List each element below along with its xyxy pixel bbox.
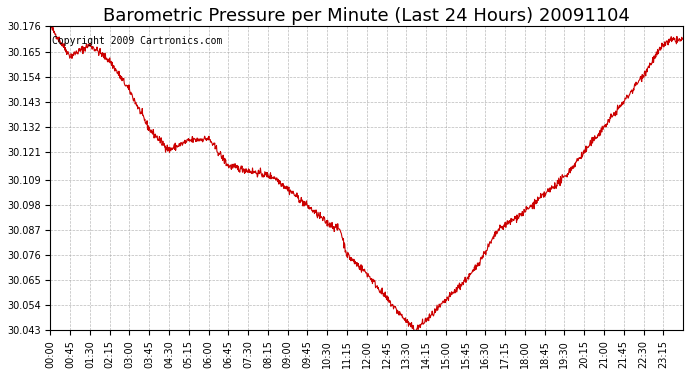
Title: Barometric Pressure per Minute (Last 24 Hours) 20091104: Barometric Pressure per Minute (Last 24 … — [104, 7, 630, 25]
Text: Copyright 2009 Cartronics.com: Copyright 2009 Cartronics.com — [52, 36, 222, 46]
